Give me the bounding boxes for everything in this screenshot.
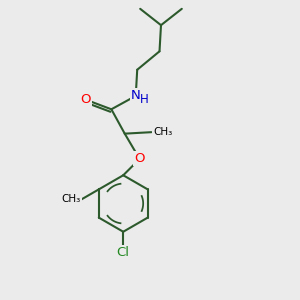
Text: Cl: Cl: [117, 246, 130, 259]
Text: CH₃: CH₃: [153, 127, 172, 137]
Text: H: H: [140, 93, 148, 106]
Text: N: N: [131, 89, 141, 102]
Text: O: O: [80, 93, 91, 106]
Text: CH₃: CH₃: [61, 194, 81, 204]
Text: O: O: [134, 152, 145, 165]
